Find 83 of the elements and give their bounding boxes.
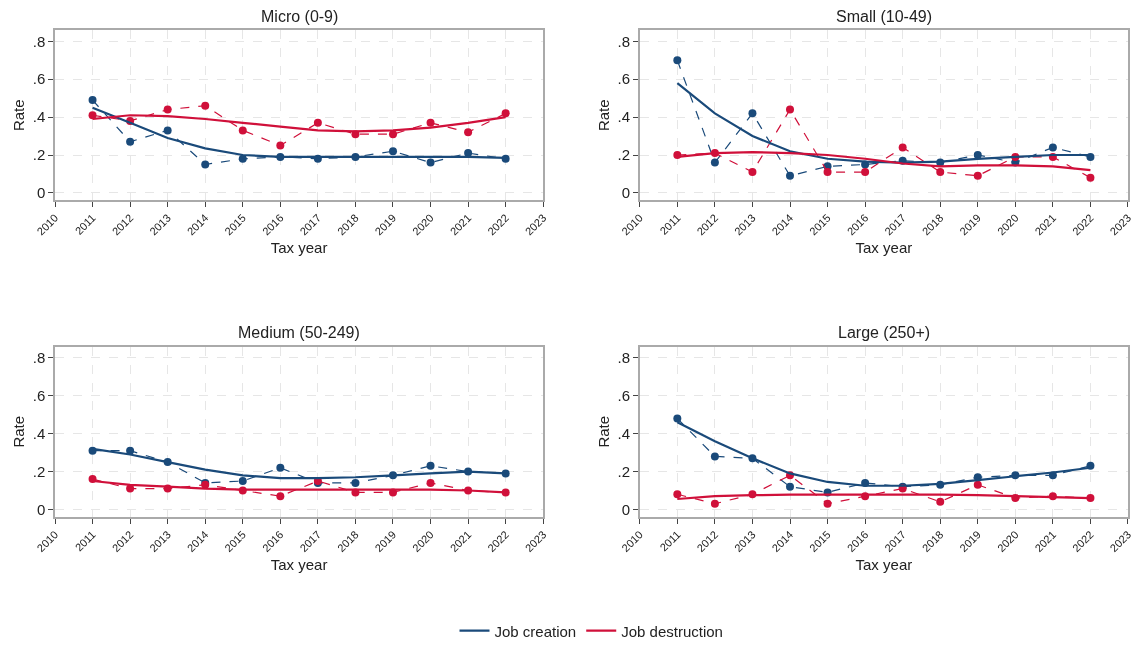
point (786, 171, 794, 180)
point (673, 490, 682, 499)
y-tick-label: 0 (621, 184, 631, 202)
point (426, 158, 435, 167)
y-tick-label: .4 (32, 424, 46, 442)
y-tick-label: .2 (617, 462, 631, 480)
point (426, 478, 435, 487)
point (126, 484, 135, 493)
point (748, 109, 757, 118)
x-axis-title: Tax year (270, 239, 328, 257)
point (973, 171, 982, 180)
point (1086, 173, 1095, 182)
point (388, 130, 397, 139)
point (823, 499, 832, 508)
point (861, 168, 870, 177)
point (426, 118, 435, 127)
point (464, 128, 473, 137)
chart-title: Medium (50-249) (238, 324, 360, 341)
point (351, 478, 360, 487)
point (276, 141, 285, 150)
y-tick-label: .8 (617, 349, 631, 367)
y-axis-title: Rate (10, 415, 28, 448)
x-axis-title: Tax year (270, 555, 328, 573)
point (163, 126, 172, 135)
point (238, 154, 247, 163)
point (238, 126, 247, 135)
x-axis-title: Tax year (855, 239, 913, 257)
chart-title: Large (250+) (838, 324, 931, 341)
point (163, 105, 172, 114)
point (748, 168, 757, 177)
point (710, 158, 719, 167)
point (973, 151, 982, 159)
point (786, 482, 794, 491)
point (201, 160, 210, 169)
point (673, 56, 682, 65)
y-tick-label: .2 (32, 462, 46, 480)
point (936, 497, 945, 506)
legend-label: Job destruction (621, 622, 723, 640)
chart-title: Micro (0-9) (261, 8, 339, 25)
point (1086, 152, 1095, 161)
y-tick-label: .6 (617, 387, 631, 405)
y-axis-title: Rate (595, 415, 613, 448)
point (823, 168, 832, 177)
point (710, 499, 719, 508)
y-tick-label: .4 (617, 424, 631, 442)
point (426, 461, 435, 470)
point (88, 96, 97, 105)
chart-title: Small (10-49) (836, 8, 933, 25)
y-tick-label: .8 (617, 32, 631, 50)
y-tick-label: .6 (32, 387, 46, 405)
y-axis-title: Rate (595, 99, 613, 132)
y-tick-label: .8 (32, 349, 46, 367)
point (126, 137, 135, 146)
point (786, 105, 794, 114)
y-axis-title: Rate (10, 99, 28, 132)
y-tick-label: .8 (32, 32, 46, 50)
point (1086, 494, 1095, 503)
y-tick-label: 0 (621, 500, 631, 518)
point (88, 111, 97, 120)
y-tick-label: .6 (32, 70, 46, 88)
point (313, 118, 322, 127)
y-tick-label: 0 (36, 500, 46, 518)
point (238, 477, 247, 486)
point (388, 147, 397, 156)
y-tick-label: .6 (617, 70, 631, 88)
point (898, 143, 907, 152)
x-axis-title: Tax year (855, 555, 913, 573)
point (936, 168, 945, 177)
point (673, 414, 682, 423)
point (276, 492, 285, 501)
y-tick-label: .4 (32, 108, 46, 126)
point (201, 101, 210, 110)
point (276, 463, 285, 472)
y-tick-label: .2 (617, 146, 631, 164)
point (710, 452, 719, 461)
y-tick-label: .2 (32, 146, 46, 164)
point (1048, 143, 1057, 152)
legend-label: Job creation (494, 622, 577, 640)
point (973, 480, 982, 489)
point (501, 109, 510, 118)
y-tick-label: .4 (617, 108, 631, 126)
point (126, 446, 135, 455)
y-tick-label: 0 (36, 184, 46, 202)
